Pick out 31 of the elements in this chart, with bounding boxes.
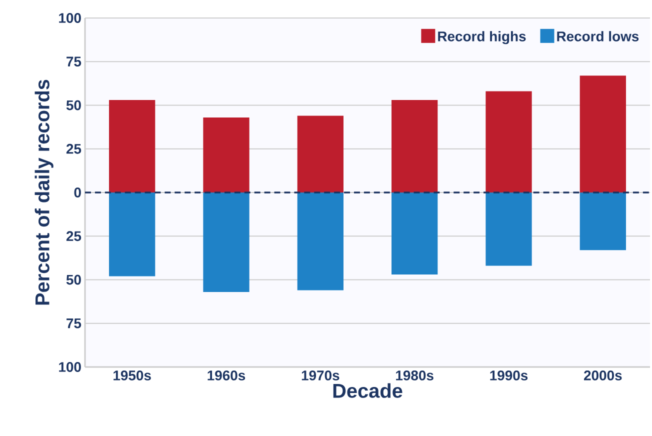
y-tick-label: 25 xyxy=(66,231,82,242)
legend-label: Record lows xyxy=(557,31,639,42)
bar xyxy=(109,100,156,192)
x-tick-label: 1980s xyxy=(396,370,434,380)
y-tick-label: 50 xyxy=(66,100,81,110)
bar xyxy=(392,192,438,275)
bar xyxy=(486,192,532,266)
x-tick-label: 1970s xyxy=(302,370,340,380)
x-tick-label: 1960s xyxy=(208,370,246,380)
y-tick-label: 75 xyxy=(66,318,82,328)
y-tick-label: 25 xyxy=(66,144,82,154)
bar xyxy=(580,192,626,250)
bar xyxy=(580,76,626,192)
bar xyxy=(109,192,156,276)
y-tick-label: 100 xyxy=(59,13,81,23)
y-tick-label: 75 xyxy=(66,56,82,66)
bar xyxy=(203,192,250,292)
y-axis-title: Percent of daily records xyxy=(34,80,54,305)
x-axis-title: Decade xyxy=(333,383,402,398)
bar xyxy=(203,117,250,192)
x-tick-label: 2000s xyxy=(584,370,622,380)
y-tick-label: 100 xyxy=(59,362,81,372)
bar xyxy=(486,91,532,192)
bar xyxy=(297,116,344,192)
x-tick-label: 1990s xyxy=(490,370,528,380)
bar xyxy=(297,192,344,290)
bar xyxy=(392,100,438,192)
y-tick-label: 50 xyxy=(66,274,81,285)
x-tick-label: 1950s xyxy=(114,370,151,380)
y-tick-label: 0 xyxy=(74,188,81,198)
legend-label: Record highs xyxy=(438,31,526,44)
